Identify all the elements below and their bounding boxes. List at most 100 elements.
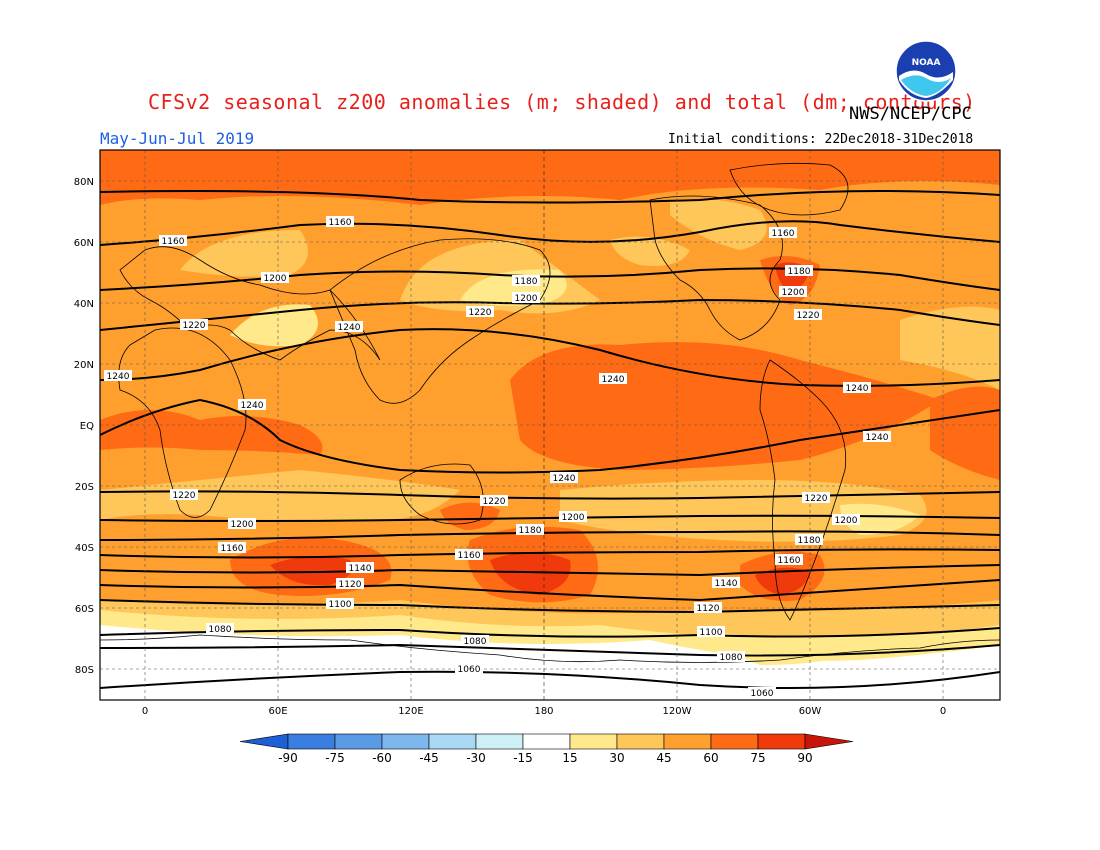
contour-label: 1180 [516,524,544,536]
colorbar-swatch [334,733,383,750]
contour-label: 1200 [228,518,256,530]
svg-text:1240: 1240 [241,401,264,411]
contour-label: 1080 [717,651,745,663]
svg-text:1160: 1160 [772,229,795,239]
colorbar-swatch [287,733,336,750]
svg-text:1240: 1240 [846,384,869,394]
svg-text:1200: 1200 [515,294,538,304]
contour-label: 1140 [346,562,374,574]
lat-label: 80N [74,177,94,188]
colorbar-label: 30 [609,751,624,765]
lat-label: EQ [80,421,94,432]
contour-label: 1160 [769,227,797,239]
lat-label: 20S [75,482,94,493]
svg-text:1200: 1200 [562,513,585,523]
colorbar-label: -45 [419,751,439,765]
contour-label: 1120 [694,602,722,614]
contour-label: 1240 [238,399,266,411]
colorbar-label: -30 [466,751,486,765]
colorbar-swatch [428,733,477,750]
longitude-axis: 0 60E 120E 180 120W 60W 0 [142,706,946,717]
contour-label: 1220 [802,492,830,504]
noaa-logo-text: NOAA [912,58,941,68]
contour-label: 1160 [775,554,803,566]
svg-text:1240: 1240 [338,323,361,333]
colorbar-label: 60 [703,751,718,765]
svg-text:1220: 1220 [173,491,196,501]
lon-label: 180 [534,706,553,717]
svg-text:1180: 1180 [519,526,542,536]
svg-text:1240: 1240 [107,372,130,382]
svg-text:1120: 1120 [697,604,720,614]
latitude-axis: 80N 60N 40N 20N EQ 20S 40S 60S 80S [74,177,94,676]
contour-label: 1220 [466,306,494,318]
lat-label: 60S [75,604,94,615]
lon-label: 60W [799,706,822,717]
lat-label: 60N [74,238,94,249]
svg-text:1080: 1080 [720,653,743,663]
svg-text:1180: 1180 [515,277,538,287]
contour-label: 1160 [159,235,187,247]
noaa-logo-icon: NOAA [895,40,957,102]
contour-label: 1240 [550,472,578,484]
lat-label: 40S [75,543,94,554]
lat-label: 20N [74,360,94,371]
contour-label: 1180 [795,534,823,546]
lon-label: 60E [268,706,287,717]
contour-label: 1200 [832,514,860,526]
colorbar: -90 -75 -60 -45 -30 -15 15 30 45 60 75 90 [239,733,854,765]
colorbar-label: -15 [513,751,533,765]
svg-text:1160: 1160 [778,556,801,566]
contour-label: 1240 [863,431,891,443]
colorbar-label: -90 [278,751,298,765]
contour-label: 1060 [455,663,483,675]
svg-text:1140: 1140 [349,564,372,574]
initial-conditions: Initial conditions: 22Dec2018-31Dec2018 [668,132,974,147]
colorbar-label: 15 [562,751,577,765]
svg-text:1140: 1140 [715,579,738,589]
contour-label: 1200 [261,272,289,284]
svg-text:1160: 1160 [458,551,481,561]
svg-text:1080: 1080 [209,625,232,635]
contour-label: 1240 [335,321,363,333]
lon-label: 0 [940,706,946,717]
contour-label-group: 1160 1160 1160 1200 1180 1180 1200 1200 … [104,216,891,699]
svg-text:1220: 1220 [469,308,492,318]
svg-text:1220: 1220 [483,497,506,507]
contour-label: 1140 [712,577,740,589]
contour-label: 1160 [218,542,246,554]
svg-text:1200: 1200 [231,520,254,530]
map-frame [99,149,1001,701]
lon-label: 120W [663,706,692,717]
contour-label: 1060 [748,687,776,699]
contour-label: 1220 [180,319,208,331]
contour-label: 1160 [455,549,483,561]
contour-label: 1240 [104,370,132,382]
svg-text:1080: 1080 [464,637,487,647]
svg-text:1240: 1240 [553,474,576,484]
lon-label: 120E [398,706,423,717]
colorbar-swatch [475,733,524,750]
contour-label: 1220 [480,495,508,507]
colorbar-swatch [569,733,618,750]
svg-text:1200: 1200 [782,288,805,298]
contour-label: 1080 [461,635,489,647]
contour-label: 1200 [512,292,540,304]
contour-label: 1120 [336,578,364,590]
colorbar-swatch [710,733,759,750]
map-title: CFSv2 seasonal z200 anomalies (m; shaded… [148,90,976,114]
svg-text:1120: 1120 [339,580,362,590]
colorbar-swatch [522,733,571,750]
colorbar-label: 75 [750,751,765,765]
svg-text:1160: 1160 [329,218,352,228]
colorbar-swatch [381,733,430,750]
colorbar-label: 45 [656,751,671,765]
colorbar-label: -60 [372,751,392,765]
contour-label: 1100 [326,598,354,610]
contour-label: 1240 [843,382,871,394]
svg-text:1180: 1180 [788,267,811,277]
colorbar-arrow-left [239,733,289,750]
contour-label: 1200 [559,511,587,523]
svg-text:1160: 1160 [162,237,185,247]
